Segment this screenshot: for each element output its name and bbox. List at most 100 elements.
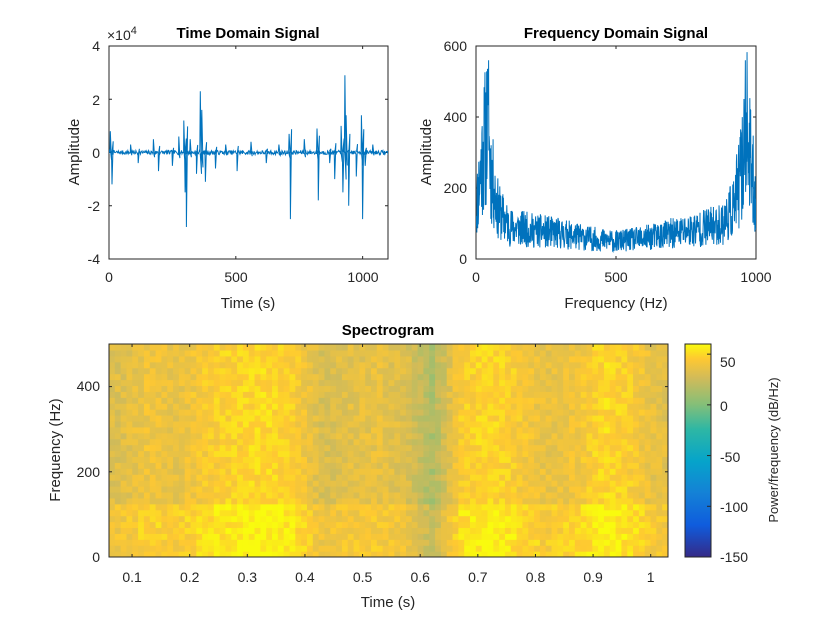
spectrogram-cell [539, 344, 547, 351]
spectrogram-cell [423, 474, 430, 481]
spectrogram-cell [126, 355, 133, 363]
spectrogram-cell [586, 373, 593, 381]
spectrogram-cell [382, 533, 390, 540]
spectrogram-cell [633, 391, 640, 398]
spectrogram-cell [149, 344, 157, 351]
spectrogram-cell [202, 474, 209, 481]
spectrogram-cell [638, 385, 646, 392]
spectrogram-cell [371, 444, 378, 452]
spectrogram-cell [656, 385, 663, 392]
spectrogram-cell [289, 456, 296, 463]
spectrogram-cell [161, 450, 168, 458]
spectrogram-cell [557, 373, 564, 381]
spectrogram-cell [493, 385, 500, 392]
spectrogram-cell [534, 450, 541, 458]
spectrogram-cell [470, 349, 477, 357]
spectrogram-cell [283, 462, 291, 469]
spectrogram-cell [219, 503, 227, 511]
spectrogram-cell [289, 450, 296, 458]
spectrogram-cell [603, 373, 611, 381]
spectrogram-cell [318, 444, 326, 452]
spectrogram-cell [143, 420, 151, 428]
spectrogram-cell [283, 545, 291, 552]
spectrogram-cell [353, 468, 360, 475]
spectrogram-cell [213, 432, 221, 440]
spectrogram-cell [644, 432, 652, 440]
spectrogram-cell [598, 462, 605, 469]
spectrogram-cell [126, 373, 133, 381]
spectrogram-cell [417, 474, 425, 481]
spectrogram-cell [336, 491, 343, 499]
spectrogram-cell [429, 409, 436, 416]
spectrogram-cell [242, 551, 250, 557]
spectrogram-cell [400, 456, 407, 463]
spectrogram-cell [569, 397, 576, 404]
spectrogram-cell [621, 533, 628, 540]
spectrogram-cell [446, 545, 454, 552]
spectrogram-cell [266, 344, 273, 351]
spectrogram-cell [242, 539, 250, 546]
spectrogram-cell [405, 551, 413, 557]
spectrogram-cell [440, 456, 448, 463]
spectrogram-cell [499, 491, 506, 499]
spectrogram-cell [656, 373, 663, 381]
spectrogram-cell [563, 432, 570, 440]
spectrogram-cell [644, 420, 652, 428]
spectrogram-cell [603, 468, 611, 475]
spectrogram-cell [376, 415, 384, 422]
spectrogram-cell [574, 450, 582, 458]
spectrogram-cell [347, 551, 355, 557]
spectrogram-cell [388, 509, 395, 517]
spectrogram-cell [254, 545, 261, 552]
spectrogram-cell [202, 432, 209, 440]
spectrogram-cell [184, 527, 192, 534]
spectrogram-cell [627, 456, 634, 463]
spectrogram-cell [388, 409, 395, 416]
spectrogram-cell [394, 456, 401, 463]
spectrogram-cell [621, 503, 628, 511]
spectrogram-cell [260, 509, 267, 517]
spectrogram-cell [493, 373, 500, 381]
spectrogram-cell [242, 456, 250, 463]
spectrogram-cell [266, 403, 273, 410]
spectrogram-cell [388, 497, 395, 505]
spectrogram-cell [487, 486, 494, 493]
spectrogram-cell [388, 385, 395, 392]
spectrogram-cell [359, 444, 366, 452]
spectrogram-cell [254, 539, 261, 546]
spectrogram-cell [475, 432, 483, 440]
spectrogram-cell [109, 480, 116, 487]
spectrogram-cell [435, 450, 442, 458]
spectrogram-cell [656, 355, 663, 363]
spectrogram-cell [376, 438, 384, 446]
spectrogram-cell [411, 373, 419, 381]
spectrogram-cell [272, 349, 279, 357]
spectrogram-cell [609, 509, 617, 517]
spectrogram-cell [388, 397, 395, 404]
spectrogram-cell [126, 344, 133, 351]
spectrogram-cell [388, 355, 395, 363]
spectrogram-cell [365, 379, 372, 387]
spectrogram-cell [173, 539, 180, 546]
spectrogram-cell [207, 385, 215, 392]
spectrogram-cell [400, 480, 407, 487]
spectrogram-cell [266, 545, 273, 552]
spectrogram-cell [202, 462, 209, 469]
spectrogram-cell [336, 545, 343, 552]
spectrogram-cell [522, 379, 529, 387]
spectrogram-cell [213, 344, 221, 351]
spectrogram-cell [306, 397, 314, 404]
spectrogram-cell [382, 355, 390, 363]
spectrogram-cell [231, 409, 238, 416]
spectrogram-cell [138, 432, 145, 440]
spectrogram-cell [330, 462, 337, 469]
spectrogram-cell [138, 355, 145, 363]
spectrogram-cell [353, 344, 360, 351]
spec-tick-marks [109, 344, 668, 558]
spectrogram-cell [493, 450, 500, 458]
spectrogram-cell [371, 379, 378, 387]
spectrogram-cell [178, 349, 186, 357]
spectrogram-cell [656, 474, 663, 481]
spec-y-tick-label: 200 [77, 464, 101, 480]
spectrogram-cell [371, 474, 378, 481]
